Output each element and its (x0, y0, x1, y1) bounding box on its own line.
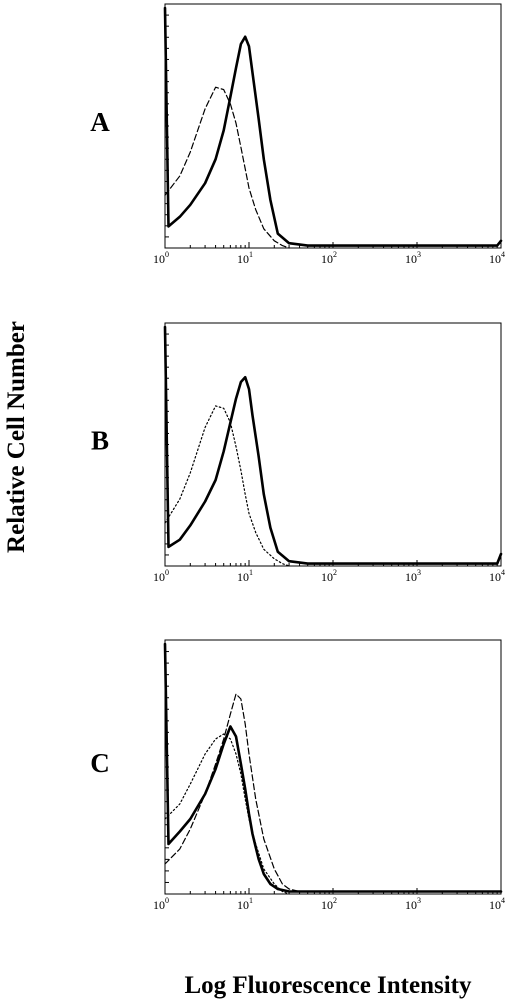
x-tick-label: 104 (489, 568, 505, 584)
plot-frame (164, 3, 502, 249)
x-tick-label: 100 (153, 250, 169, 266)
x-tick-label: 103 (405, 896, 421, 912)
panel-label: C (90, 748, 110, 778)
histogram-dashed-line (164, 86, 290, 249)
x-tick-label: 101 (237, 568, 253, 584)
histogram-solid-line (163, 325, 503, 565)
x-tick-label: 101 (237, 250, 253, 266)
x-tick-label: 103 (405, 250, 421, 266)
x-axis-title: Log Fluorescence Intensity (184, 972, 472, 999)
histogram-panel-a: 100 101 102 103 104 A (90, 3, 505, 266)
x-tick-label: 102 (321, 568, 337, 584)
panel-label: A (90, 107, 110, 137)
x-tick-label: 100 (153, 896, 169, 912)
x-tick-label: 103 (405, 568, 421, 584)
x-tick-label: 101 (237, 896, 253, 912)
histogram-dashed-line (164, 693, 301, 893)
x-tick-label: 100 (153, 568, 169, 584)
x-tick-label: 104 (489, 250, 505, 266)
y-axis-title: Relative Cell Number (3, 321, 30, 553)
histogram-panel-b: 100 101 102 103 104 B (91, 322, 505, 584)
histogram-solid-line (163, 642, 503, 893)
histogram-dotted-line (164, 405, 290, 567)
histogram-panel-c: 100 101 102 103 104 C (90, 639, 505, 912)
x-tick-label: 102 (321, 250, 337, 266)
x-tick-label: 102 (321, 896, 337, 912)
histogram-solid-line (163, 6, 503, 247)
panel-label: B (91, 425, 109, 455)
plot-frame (164, 322, 502, 567)
x-tick-label: 104 (489, 896, 505, 912)
histogram-dotted-line (164, 733, 290, 895)
